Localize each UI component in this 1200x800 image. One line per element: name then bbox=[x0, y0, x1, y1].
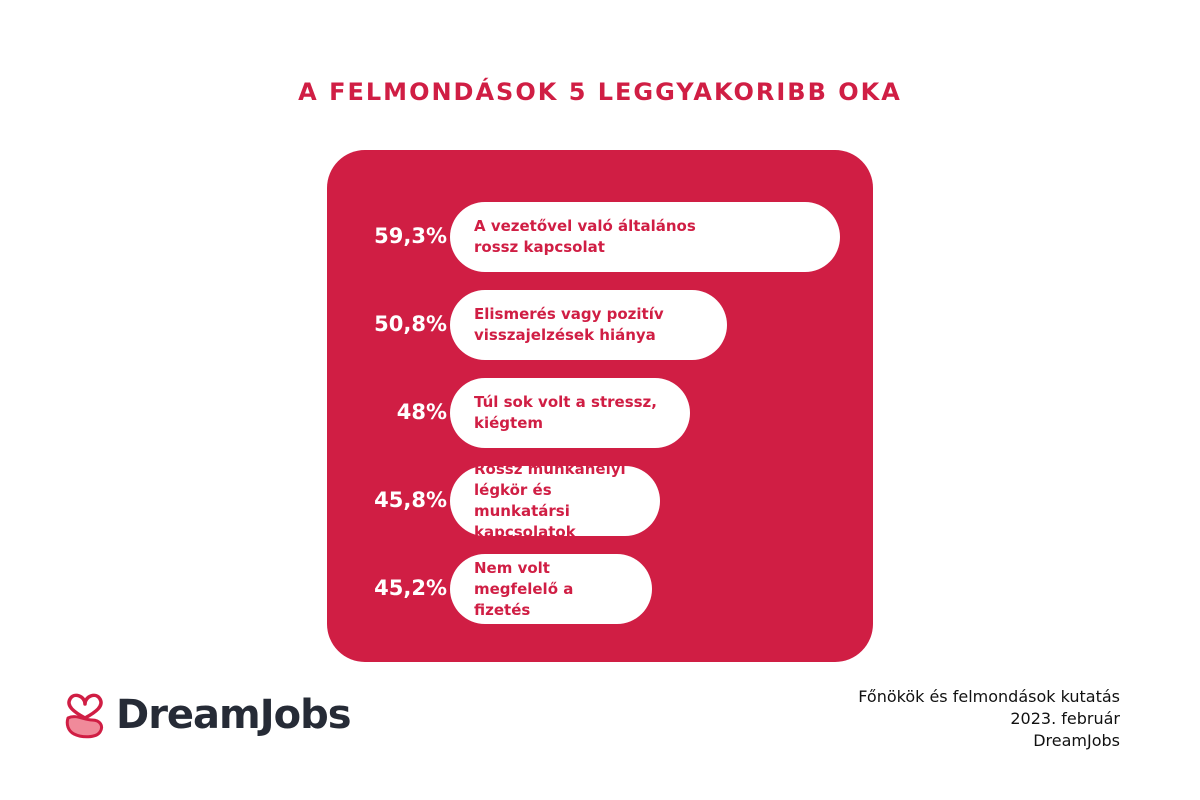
category-label: Nem volt megfelelő a fizetés bbox=[474, 558, 574, 619]
heart-hand-icon bbox=[65, 693, 104, 739]
chart-title: A FELMONDÁSOK 5 LEGGYAKORIBB OKA bbox=[298, 78, 902, 106]
value-label: 45,2% bbox=[374, 576, 447, 600]
value-label: 45,8% bbox=[374, 488, 447, 512]
bar-pill: Túl sok volt a stressz, kiégtem bbox=[450, 378, 690, 448]
chart-panel: 59,3% A vezetővel való általános rossz ka… bbox=[327, 150, 873, 662]
source-note: Főnökök és felmondások kutatás 2023. feb… bbox=[858, 686, 1120, 752]
source-line-date: 2023. február bbox=[1010, 709, 1120, 728]
category-label: Túl sok volt a stressz, kiégtem bbox=[474, 393, 657, 432]
bar-pill: Elismerés vagy pozitív visszajelzések hi… bbox=[450, 290, 727, 360]
dreamjobs-logo: DreamJobs bbox=[62, 690, 352, 740]
value-label: 59,3% bbox=[374, 224, 447, 248]
bar-pill: Rossz munkahelyi légkör és munkatársi ka… bbox=[450, 460, 661, 541]
value-label: 50,8% bbox=[374, 312, 447, 336]
source-line-study: Főnökök és felmondások kutatás bbox=[858, 687, 1120, 706]
bar-pill: A vezetővel való általános rossz kapcsol… bbox=[450, 202, 840, 272]
logo-wordmark: DreamJobs bbox=[116, 692, 352, 738]
value-label: 48% bbox=[396, 400, 447, 424]
category-label: A vezetővel való általános rossz kapcsol… bbox=[474, 217, 696, 256]
source-line-brand: DreamJobs bbox=[1033, 731, 1120, 750]
category-label: Elismerés vagy pozitív visszajelzések hi… bbox=[474, 305, 664, 344]
bar-pill: Nem volt megfelelő a fizetés bbox=[450, 554, 653, 624]
category-label: Rossz munkahelyi légkör és munkatársi ka… bbox=[474, 460, 626, 541]
